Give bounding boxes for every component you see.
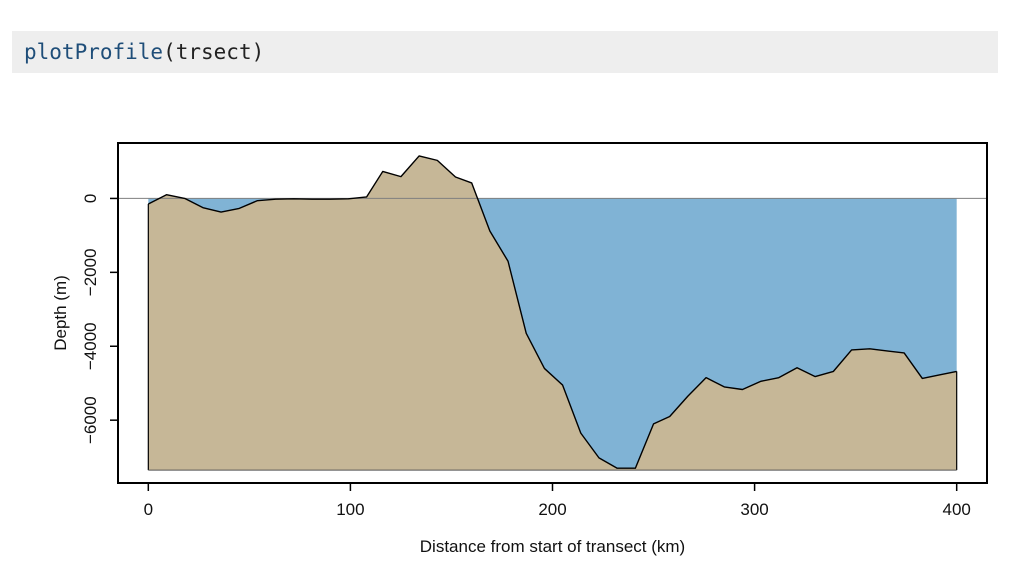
code-chunk: plotProfile(trsect)	[12, 31, 998, 73]
y-axis-label: Depth (m)	[51, 275, 70, 351]
x-tick-label: 400	[942, 500, 970, 519]
y-tick-label: −4000	[81, 322, 100, 370]
code-function-name: plotProfile	[24, 40, 164, 64]
y-tick-label: −2000	[81, 248, 100, 296]
code-open-paren: (	[163, 40, 176, 64]
x-tick-label: 0	[144, 500, 153, 519]
seabed-area	[148, 155, 957, 471]
code-argument: trsect	[175, 40, 252, 64]
y-tick-label: −6000	[81, 396, 100, 444]
x-tick-label: 300	[740, 500, 768, 519]
x-axis-label: Distance from start of transect (km)	[420, 537, 685, 556]
code-close-paren: )	[251, 40, 265, 64]
y-tick-label: 0	[81, 194, 100, 203]
x-tick-label: 200	[538, 500, 566, 519]
profile-line	[147, 155, 957, 469]
x-tick-label: 100	[336, 500, 364, 519]
